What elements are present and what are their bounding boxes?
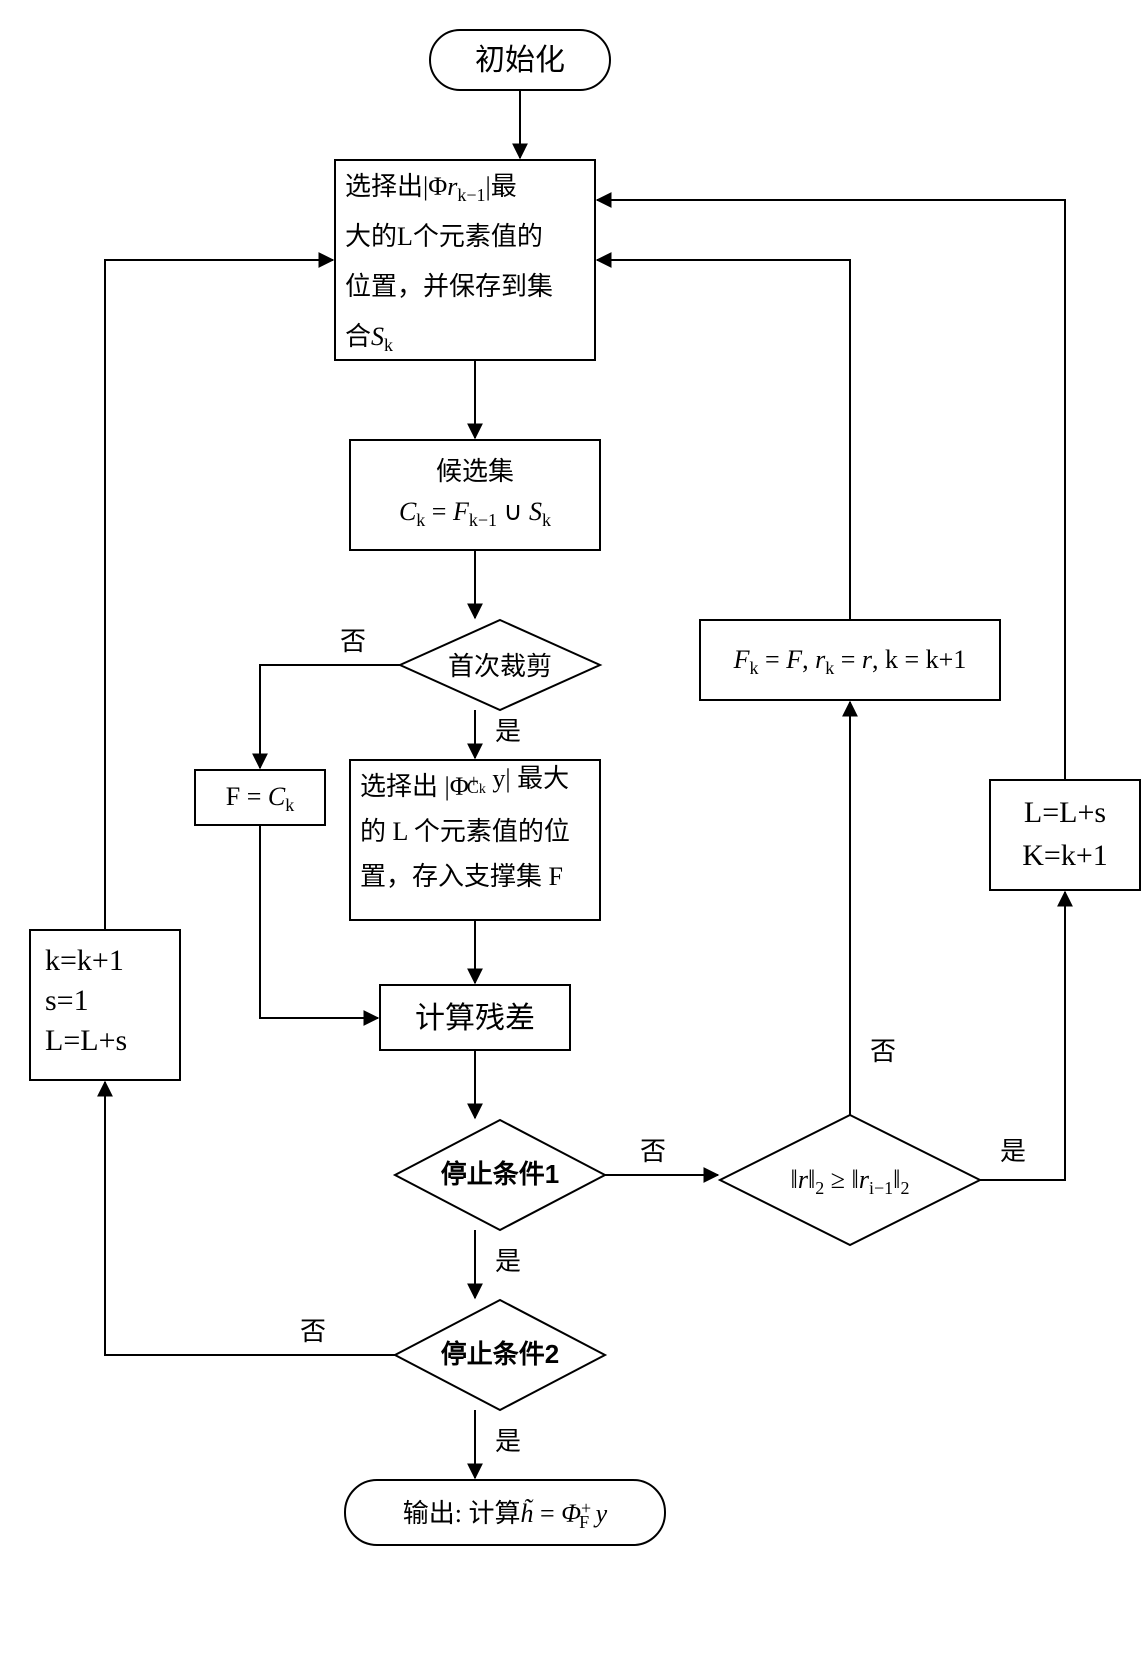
node-incL-line2: K=k+1 — [1022, 839, 1108, 872]
node-firstcut: 首次裁剪 — [400, 620, 600, 710]
edge-label-cond2-yes: 是 — [495, 1427, 521, 1456]
svg-text:位置，并保存到集: 位置，并保存到集 — [345, 272, 553, 301]
node-incL: L=L+s K=k+1 — [990, 780, 1140, 890]
node-reset-line2: s=1 — [45, 984, 89, 1017]
node-selLF: 选择出 |Φ+Ck y| 最大 的 L 个元素值的位 置，存入支撑集 F — [350, 760, 600, 920]
node-cond1: 停止条件1 — [395, 1120, 605, 1230]
node-resid: 计算残差 — [380, 985, 570, 1050]
node-cond2: 停止条件2 — [395, 1300, 605, 1410]
node-start-label: 初始化 — [475, 44, 565, 77]
node-reset-line1: k=k+1 — [45, 944, 124, 977]
node-cand: 候选集 Ck = Fk−1 ∪ Sk — [350, 440, 600, 550]
edge-label-cond1-no: 否 — [640, 1137, 666, 1166]
node-out: 输出: 计算h̃ = Φ+F y — [345, 1480, 665, 1545]
edge-label-firstcut-yes: 是 — [495, 717, 521, 746]
edge-cond2-reset — [105, 1082, 395, 1355]
svg-text:Fk = F, rk = r, k = k+1: Fk = F, rk = r, k = k+1 — [733, 645, 967, 678]
node-incL-line1: L=L+s — [1024, 796, 1106, 829]
edge-label-normcmp-no: 否 — [870, 1037, 896, 1066]
node-reset: k=k+1 s=1 L=L+s — [30, 930, 180, 1080]
node-reset-line3: L=L+s — [45, 1024, 127, 1057]
edge-label-normcmp-yes: 是 — [1000, 1137, 1026, 1166]
edge-reset-selectL — [105, 260, 333, 930]
svg-text:F = Ck: F = Ck — [226, 782, 294, 815]
svg-text:的 L 个元素值的位: 的 L 个元素值的位 — [360, 817, 570, 846]
svg-text:停止条件2: 停止条件2 — [441, 1339, 559, 1369]
node-upF: Fk = F, rk = r, k = k+1 — [700, 620, 1000, 700]
node-normcmp: ‖r‖2 ≥ ‖ri−1‖2 — [720, 1115, 980, 1245]
svg-text:输出: 计算h̃ = Φ+F y: 输出: 计算h̃ = Φ+F y — [403, 1498, 608, 1532]
svg-text:候选集: 候选集 — [436, 457, 514, 486]
node-start: 初始化 — [430, 30, 610, 90]
edge-label-cond2-no: 否 — [300, 1317, 326, 1346]
node-firstcut-label: 首次裁剪 — [448, 652, 552, 681]
svg-text:置，存入支撑集 F: 置，存入支撑集 F — [360, 862, 563, 891]
edge-upF-selectL — [597, 260, 850, 620]
node-resid-label: 计算残差 — [415, 1002, 535, 1035]
svg-text:选择出|Φrk−1|最: 选择出|Φrk−1|最 — [345, 172, 517, 205]
edge-firstcut-fck — [260, 665, 410, 768]
edge-label-cond1-yes: 是 — [495, 1247, 521, 1276]
edge-label-firstcut-no: 否 — [340, 627, 366, 656]
flowchart-svg: 是 否 否 是 是 否 否 是 初始化 选择出|Φrk−1|最 大的L个元素值的… — [0, 0, 1144, 1656]
svg-text:大的L个元素值的: 大的L个元素值的 — [345, 222, 543, 251]
node-fck: F = Ck — [195, 770, 325, 825]
node-selectL: 选择出|Φrk−1|最 大的L个元素值的 位置，并保存到集 合Sk — [335, 160, 595, 360]
svg-text:停止条件1: 停止条件1 — [441, 1159, 559, 1189]
